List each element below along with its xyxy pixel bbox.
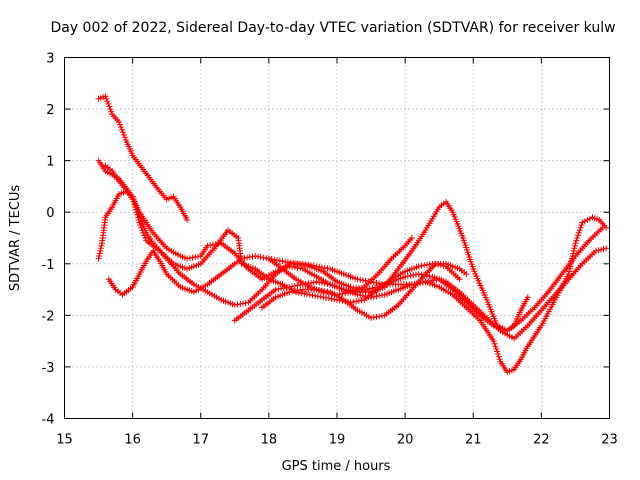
data-point-markers [231,214,610,376]
data-point-markers [102,162,606,334]
y-tick-label: 2 [46,103,54,118]
y-tick-label: 1 [46,155,54,170]
x-tick-label: 16 [124,433,141,448]
series-track-1 [95,93,191,223]
y-tick-label: -1 [42,258,55,273]
data-point-markers [265,235,415,298]
plot-area [95,93,610,376]
x-tick-label: 18 [261,433,278,448]
x-tick-label: 22 [533,433,550,448]
series-track-8 [265,235,415,298]
x-tick-label: 15 [56,433,73,448]
y-tick-label: -4 [42,413,55,428]
plot-frame [64,57,610,419]
grid-lines [64,57,610,419]
data-point-markers [95,93,191,223]
y-tick-label: -2 [42,309,55,324]
chart-title: Day 002 of 2022, Sidereal Day-to-day VTE… [50,20,615,36]
y-tick-label: 3 [46,52,54,67]
series-track-7 [259,260,463,321]
x-tick-label: 19 [329,433,346,448]
y-tick-label: -3 [42,361,55,376]
x-tick-label: 20 [397,433,414,448]
series-track-5 [102,162,606,334]
y-tick-label: 0 [46,206,54,221]
x-axis-label: GPS time / hours [282,459,391,474]
y-axis-label: SDTVAR / TECUs [8,185,23,292]
x-tick-label: 21 [465,433,482,448]
data-point-markers [259,260,463,321]
x-tick-label: 23 [601,433,618,448]
x-tick-label: 17 [192,433,209,448]
